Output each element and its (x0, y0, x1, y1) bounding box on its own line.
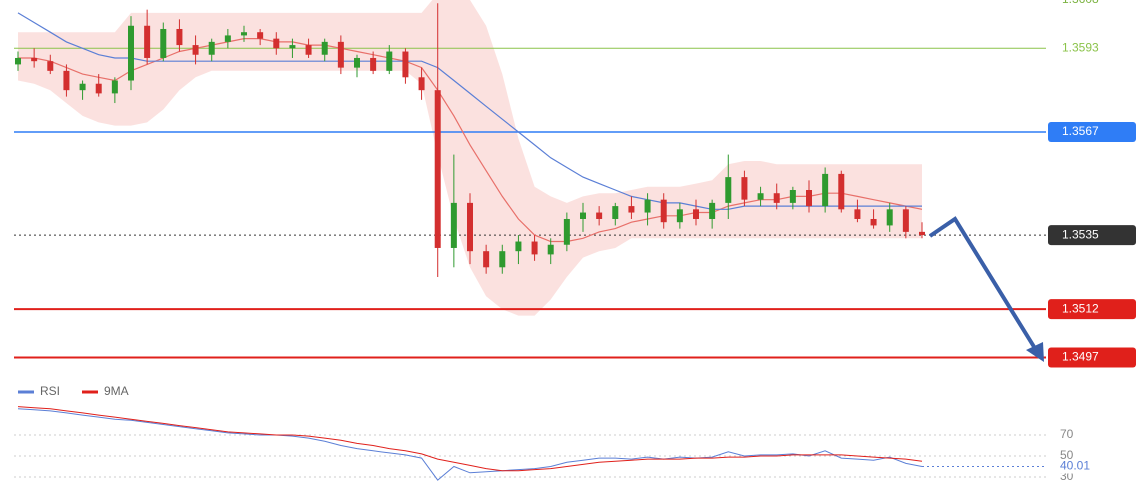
forecast-arrowhead (1026, 342, 1044, 362)
candle-body (63, 70, 70, 91)
candle-body (596, 212, 603, 219)
candle-body (902, 209, 909, 232)
candle-body (757, 193, 764, 200)
candle-body (418, 77, 425, 91)
candle-body (434, 90, 441, 248)
candle-body (725, 177, 732, 203)
moving-average (18, 38, 923, 243)
level-label: 1.3535 (1062, 227, 1099, 241)
candle-body (273, 38, 280, 49)
candle-body (660, 199, 667, 223)
candle-body (773, 193, 780, 203)
candle-body (693, 209, 699, 219)
candle-body (241, 32, 247, 36)
candle-body (531, 241, 538, 255)
candle-body (838, 173, 845, 210)
level-label: 1.3567 (1062, 124, 1099, 138)
candle-body (822, 173, 829, 207)
candle-body (450, 202, 457, 248)
last-value-label: 40.01 (1060, 459, 1090, 473)
candle-body (257, 32, 264, 39)
candle-body (402, 51, 409, 78)
level-label-box (1048, 225, 1136, 246)
last-value-bg (1052, 459, 1098, 474)
indicator-line (17, 408, 923, 481)
candle-body (563, 218, 570, 245)
level-label-box (1048, 122, 1136, 143)
candle-body (741, 177, 748, 200)
candle-body (111, 80, 118, 94)
legend-label: 9MA (104, 384, 129, 398)
candle-body (644, 199, 651, 213)
candle-body (628, 206, 635, 213)
candle-body (15, 57, 21, 65)
bollinger-band (18, 0, 922, 316)
level-label-box (1048, 299, 1136, 320)
y-tick-label: 1.3608 (1062, 0, 1099, 6)
legend-label: RSI (40, 384, 60, 398)
candle-body (31, 57, 38, 62)
candle-body (176, 28, 183, 46)
candle-body (47, 61, 54, 71)
candle-body (919, 231, 925, 236)
candle-body (144, 25, 151, 58)
level-label: 1.3593 (1062, 40, 1099, 54)
candle-body (321, 41, 328, 55)
level-label: 1.3497 (1062, 350, 1099, 364)
candle-body (886, 209, 893, 226)
candle-body (160, 28, 167, 58)
candle-body (499, 251, 506, 268)
candle-body (208, 41, 215, 55)
candle-body (709, 202, 716, 219)
candle-body (305, 45, 312, 55)
forecast-arrow (928, 216, 1038, 352)
candle-body (337, 41, 344, 68)
candle-body (354, 57, 360, 68)
candle-body (789, 190, 796, 203)
candle-body (386, 51, 393, 71)
candle-body (483, 251, 490, 268)
level-label-box (1048, 347, 1136, 368)
candle-body (370, 57, 377, 71)
candle-body (95, 83, 102, 94)
candle-body (467, 202, 473, 252)
candle-body (128, 25, 134, 81)
candle-body (79, 83, 86, 91)
candle-body (676, 209, 683, 223)
candle-body (870, 218, 877, 226)
y-tick-label: 50 (1060, 448, 1074, 462)
moving-average (17, 12, 922, 210)
level-label: 1.3512 (1062, 301, 1099, 315)
candle-body (192, 45, 199, 55)
candle-body (806, 190, 812, 207)
candle-body (515, 241, 522, 252)
indicator-line (17, 406, 923, 472)
y-tick-label: 70 (1060, 427, 1074, 441)
candle-body (289, 45, 296, 49)
candle-body (547, 244, 554, 255)
candle-body (224, 35, 231, 42)
candle-body (854, 209, 861, 219)
candle-body (612, 206, 619, 219)
candle-body (580, 212, 586, 219)
